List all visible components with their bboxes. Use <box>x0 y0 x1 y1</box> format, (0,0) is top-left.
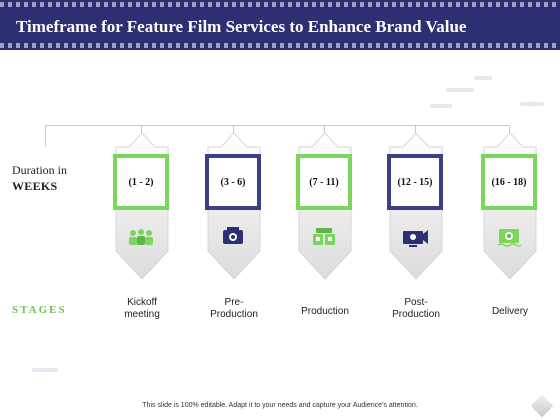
stages-caption: STAGES <box>12 304 67 316</box>
filmstrip-bottom <box>0 43 560 48</box>
duration-value: (1 - 2) <box>128 176 154 188</box>
stage-label-line: Production <box>392 309 440 320</box>
duration-value: (12 - 15) <box>397 176 433 188</box>
step-connector <box>509 125 510 133</box>
header-banner: Timeframe for Feature Film Services to E… <box>0 0 560 50</box>
stage-label-line: Production <box>210 309 258 320</box>
film-delivery-icon <box>495 226 523 248</box>
duration-line: Duration in <box>12 163 67 177</box>
step-connector <box>141 125 142 133</box>
duration-value: (7 - 11) <box>309 176 339 188</box>
step-connector <box>324 125 325 133</box>
stage-label-line: Pre- <box>224 297 244 308</box>
team-meeting-icon <box>127 226 155 248</box>
stage-label: Post- Production <box>366 297 466 321</box>
editing-monitor-icon <box>401 226 429 248</box>
decor-stroke <box>520 102 544 106</box>
stage-label-line: Delivery <box>491 306 529 317</box>
decor-stroke <box>474 76 492 80</box>
duration-box: (1 - 2) <box>113 154 169 210</box>
production-set-icon <box>310 226 338 248</box>
slide-title: Timeframe for Feature Film Services to E… <box>16 17 467 36</box>
timeline-step: (3 - 6) Pre- Production <box>203 125 265 375</box>
timeline-step: (1 - 2) Kickoff meeting <box>111 125 173 375</box>
stage-label: Kickoff meeting <box>92 297 192 321</box>
stage-label-line: Post- <box>404 297 428 308</box>
duration-caption: Duration in WEEKS <box>12 162 67 194</box>
timeline-connector-left <box>45 125 46 147</box>
duration-box: (7 - 11) <box>296 154 352 210</box>
step-connector <box>415 125 416 133</box>
duration-box: (12 - 15) <box>387 154 443 210</box>
decor-stroke <box>32 368 58 372</box>
stage-label: Delivery <box>460 306 560 318</box>
timeline-step: (12 - 15) Post- Production <box>385 125 447 375</box>
timeline-step: (16 - 18) Delivery <box>479 125 541 375</box>
decor-stroke <box>446 88 474 92</box>
duration-value: (16 - 18) <box>491 176 527 188</box>
stage-label-line: Kickoff <box>127 297 157 308</box>
film-camera-icon <box>219 226 247 248</box>
stage-label-line: meeting <box>124 309 160 320</box>
decor-stroke <box>430 104 452 108</box>
timeline-connector <box>45 125 509 126</box>
timeline-step: (7 - 11) Production <box>294 125 356 375</box>
duration-value: (3 - 6) <box>220 176 246 188</box>
duration-unit: WEEKS <box>12 179 58 193</box>
stage-label: Production <box>275 306 375 318</box>
stage-label: Pre- Production <box>184 297 284 321</box>
footer-note: This slide is 100% editable. Adapt it to… <box>142 402 418 409</box>
step-connector <box>233 125 234 133</box>
duration-box: (16 - 18) <box>481 154 537 210</box>
filmstrip-top <box>0 2 560 7</box>
stage-label-line: Production <box>301 306 349 317</box>
page-curl-decoration <box>530 394 554 418</box>
duration-box: (3 - 6) <box>205 154 261 210</box>
